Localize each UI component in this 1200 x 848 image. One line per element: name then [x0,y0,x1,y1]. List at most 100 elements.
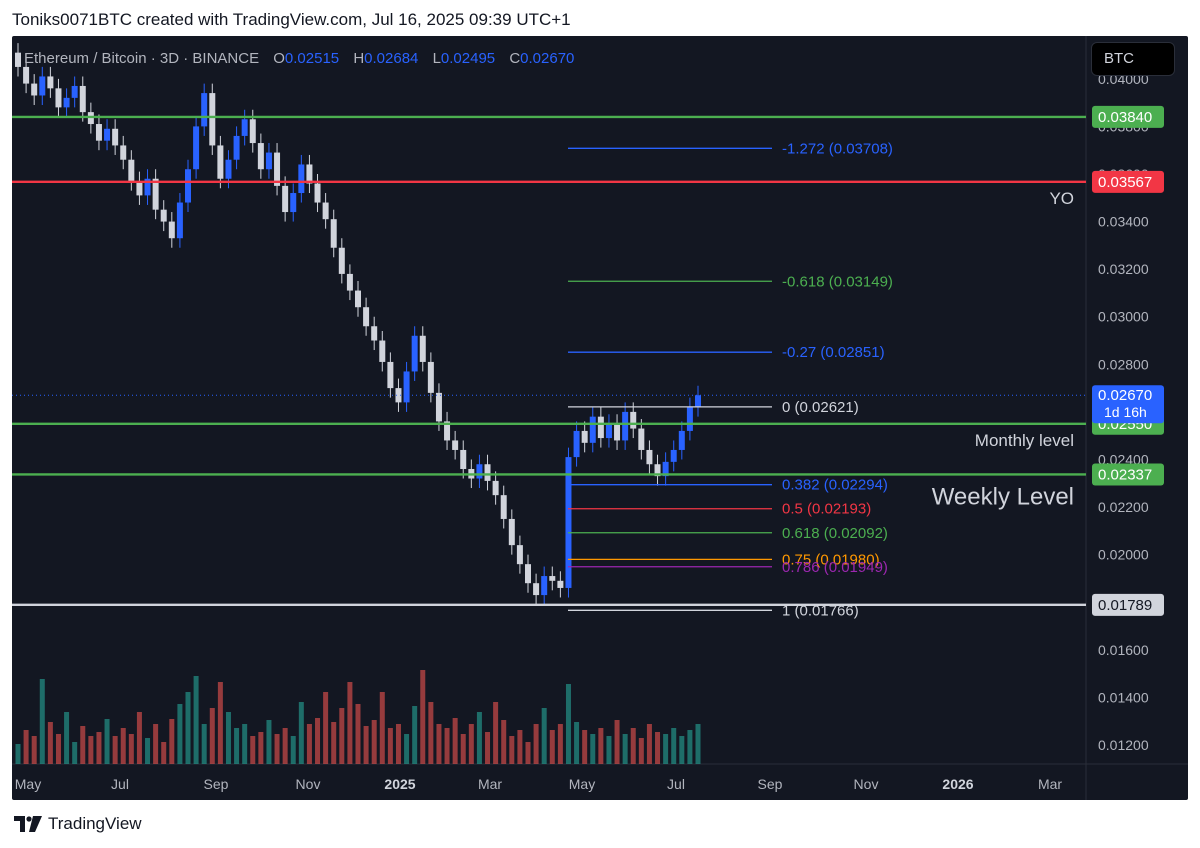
candle-body[interactable] [581,430,588,443]
candle-body[interactable] [346,273,353,291]
candle-body[interactable] [516,545,523,565]
volume-bar [395,724,401,764]
candle-body[interactable] [541,576,548,596]
candle-body[interactable] [39,76,46,96]
candle-body[interactable] [395,388,402,403]
candle-body[interactable] [168,221,175,239]
candle-body[interactable] [15,52,21,67]
candle-body[interactable] [176,202,183,239]
tradingview-brand[interactable]: TradingView [14,814,142,834]
candle-body[interactable] [419,335,426,362]
candle-body[interactable] [452,440,459,450]
candle-body[interactable] [355,290,361,308]
price-tick-label: 0.03000 [1098,309,1149,325]
candle-body[interactable] [573,430,580,458]
candle-body[interactable] [160,209,167,222]
candle-body[interactable] [654,464,661,477]
candle-body[interactable] [686,407,693,431]
candle-body[interactable] [55,88,62,108]
candle-body[interactable] [589,416,596,443]
candle-body[interactable] [290,193,297,213]
candle-body[interactable] [476,464,483,479]
candle-body[interactable] [435,392,442,422]
candle-body[interactable] [249,119,256,144]
candle-body[interactable] [403,371,410,403]
candle-body[interactable] [622,411,629,441]
candle-body[interactable] [63,97,70,108]
candle-body[interactable] [298,164,305,194]
candle-body[interactable] [185,169,191,203]
candle-body[interactable] [136,181,143,196]
candle-body[interactable] [597,416,604,439]
candle-body[interactable] [630,411,637,429]
candle-body[interactable] [338,247,345,274]
candle-body[interactable] [484,464,491,481]
candle-body[interactable] [314,183,321,203]
chart-area[interactable]: 0.040000.038000.036000.034000.032000.030… [12,36,1188,800]
currency-button[interactable]: BTC [1091,42,1175,76]
volume-bar [145,738,151,764]
time-tick-label: Jul [667,776,685,792]
candle-body[interactable] [605,423,612,439]
candle-body[interactable] [411,335,418,372]
volume-bar [347,682,353,764]
candle-body[interactable] [104,128,111,141]
candle-body[interactable] [646,449,653,465]
candle-body[interactable] [662,461,669,477]
candle-body[interactable] [371,326,378,341]
candle-body[interactable] [144,178,151,196]
candle-body[interactable] [128,159,135,182]
candle-body[interactable] [152,178,159,210]
candle-body[interactable] [193,126,200,170]
candle-body[interactable] [427,361,434,393]
candle-body[interactable] [274,152,281,186]
candle-body[interactable] [322,202,329,220]
candle-body[interactable] [444,421,451,441]
candle-body[interactable] [95,124,102,141]
volume-bar [493,702,499,764]
candle-body[interactable] [120,145,127,160]
candle-body[interactable] [508,518,515,546]
candle-body[interactable] [549,576,556,581]
candle-body[interactable] [695,395,701,408]
candle-body[interactable] [363,307,370,327]
candle-body[interactable] [112,128,119,146]
candle-body[interactable] [23,66,30,84]
candle-body[interactable] [282,185,289,213]
candle-body[interactable] [225,159,232,179]
candle-body[interactable] [565,457,572,588]
candle-body[interactable] [330,219,337,248]
candle-body[interactable] [492,480,499,496]
candle-body[interactable] [257,143,264,170]
time-tick-label: Sep [758,776,783,792]
candle-body[interactable] [678,430,685,450]
candle-body[interactable] [500,495,507,519]
candle-body[interactable] [670,449,677,462]
volume-bar [355,704,361,764]
candle-body[interactable] [379,340,386,362]
candle-body[interactable] [79,85,86,113]
candle-body[interactable] [201,93,208,127]
candle-body[interactable] [638,428,645,450]
candle-body[interactable] [533,583,540,596]
price-chart[interactable]: 0.040000.038000.036000.034000.032000.030… [12,36,1188,800]
candle-body[interactable] [614,423,621,441]
candle-body[interactable] [47,76,54,89]
candle-body[interactable] [31,83,38,96]
candle-body[interactable] [265,152,272,170]
candle-body[interactable] [241,119,248,136]
volume-bar [266,720,272,764]
candle-body[interactable] [525,564,531,584]
candle-body[interactable] [71,85,78,98]
candle-body[interactable] [209,93,216,146]
ohlc-legend: Ethereum / Bitcoin · 3D · BINANCE O0.025… [24,50,574,67]
price-tick-label: 0.02200 [1098,499,1149,515]
candle-body[interactable] [217,145,224,179]
candle-body[interactable] [557,580,564,588]
low-label: L [432,50,441,67]
candle-body[interactable] [387,361,394,389]
symbol-label[interactable]: Ethereum / Bitcoin · 3D · BINANCE [24,50,260,67]
candle-body[interactable] [460,449,467,469]
candle-body[interactable] [233,135,240,160]
candle-body[interactable] [306,164,313,184]
